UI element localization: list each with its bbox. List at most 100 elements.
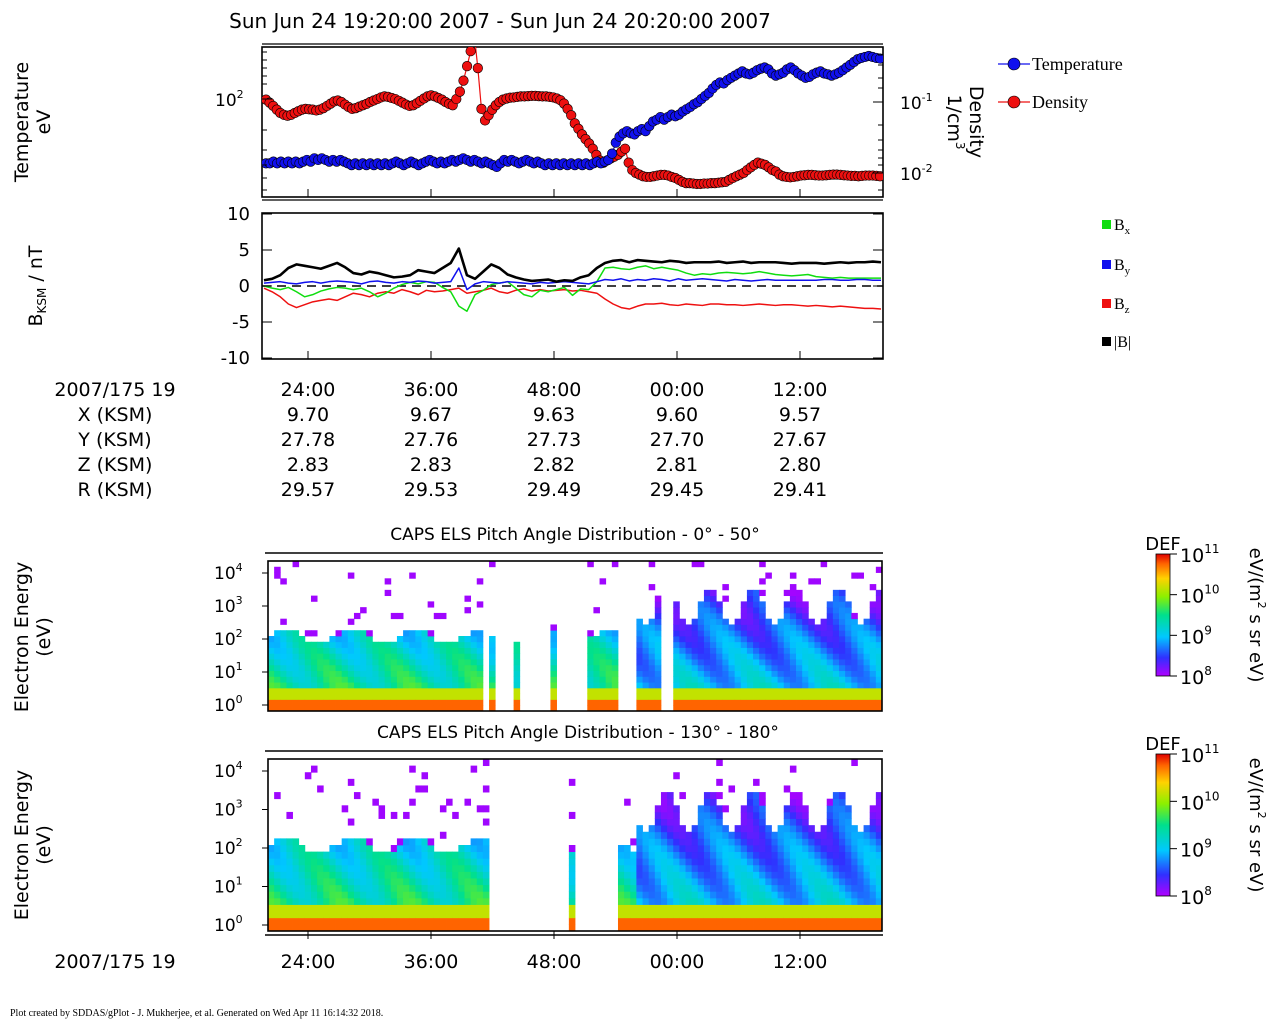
spectrogram-cell: [323, 664, 330, 672]
spectrogram-cell: [845, 664, 852, 672]
spectrogram-cell: [697, 911, 705, 919]
spectrogram-cell: [802, 682, 809, 689]
spectrogram-cell: [802, 607, 809, 614]
spectrogram-cell: [783, 607, 791, 614]
spectrogram-cell: [329, 864, 336, 872]
spectrogram-cell: [863, 624, 871, 631]
spectrogram-cell: [482, 759, 490, 767]
spectrogram-cell: [421, 659, 429, 666]
spectrogram-cell: [869, 676, 877, 683]
spectrogram-cell: [630, 917, 637, 925]
spectrogram-cell: [796, 630, 803, 637]
spectrogram-cell: [771, 693, 779, 700]
spectrogram-cell: [845, 864, 852, 872]
spectrogram-cell: [660, 878, 668, 886]
spectrogram-cell: [728, 785, 736, 793]
spectrogram-cell: [341, 653, 349, 660]
spectrogram-cell: [759, 897, 766, 905]
spectrogram-cell: [304, 858, 312, 866]
spectrogram-cell: [839, 911, 846, 919]
spectrogram-cell: [630, 864, 637, 872]
b-series-x: [263, 265, 881, 312]
spectrogram-cell: [673, 904, 680, 912]
spectrogram-cell: [808, 682, 815, 689]
spectrogram-cell: [372, 917, 379, 925]
spectrogram-cell: [452, 699, 459, 706]
spectrogram-cell: [648, 624, 656, 631]
spectrogram-cell: [839, 595, 846, 602]
spectrogram-cell: [685, 670, 693, 677]
moments-legend: Temperature Density: [998, 54, 1123, 112]
spectrogram-cell: [409, 864, 416, 872]
spectrogram-cell: [347, 904, 355, 912]
spectrogram-cell: [384, 705, 392, 712]
spectrogram-cell: [753, 607, 760, 614]
spectrogram-cell: [783, 864, 791, 872]
spectrogram-cell: [716, 825, 723, 833]
spectrogram-cell: [304, 630, 312, 637]
spectrogram-cell: [839, 618, 846, 625]
spectrogram-cell: [390, 670, 398, 677]
spectrogram-cell: [378, 641, 386, 648]
spectrogram-cell: [452, 864, 459, 872]
density-legend-label: Density: [1032, 92, 1088, 112]
spectrogram-cell: [341, 864, 349, 872]
spectrogram-cell: [624, 798, 631, 806]
spectrogram-cell: [716, 904, 723, 912]
spectrogram-cell: [765, 911, 772, 919]
spectrogram-cell: [703, 687, 711, 695]
spectrogram-cell: [292, 653, 300, 660]
spectrogram-cell: [839, 601, 846, 608]
spectrogram-cell: [826, 917, 834, 925]
temperature-marker: [606, 148, 618, 159]
spectrogram-cell: [703, 878, 711, 886]
spectrogram-cell: [703, 693, 711, 700]
spectrogram-cell: [599, 676, 607, 683]
spectrogram-cell: [617, 864, 625, 872]
spectrogram-cell: [415, 647, 422, 654]
spectrogram-cell: [845, 897, 852, 905]
spectrogram-cell: [360, 682, 367, 689]
spectrogram-cell: [611, 630, 619, 637]
spectrogram-cell: [851, 636, 858, 643]
spectrogram-cell: [482, 904, 490, 912]
spectrogram-cell: [716, 670, 723, 677]
b-legend-swatch: [1102, 220, 1111, 229]
spectrogram-cell: [403, 687, 410, 695]
spectrogram-cell: [390, 891, 398, 899]
spectrogram-cell: [286, 897, 293, 905]
spectrogram-cell: [310, 904, 318, 912]
spectrogram-cell: [396, 917, 404, 925]
spectrogram-cell: [710, 845, 717, 853]
spectrogram-cell: [789, 811, 797, 819]
spectrogram-cell: [439, 670, 447, 677]
spectrogram-cell: [335, 630, 343, 637]
spectrogram-cell: [753, 897, 760, 905]
spectrogram-cell: [703, 682, 711, 689]
spectrogram-cell: [808, 858, 815, 866]
spectrogram-cell: [685, 636, 693, 643]
spectrogram-cell: [378, 659, 386, 666]
spectrogram-cell: [789, 693, 797, 700]
spectrogram-cell: [746, 792, 754, 800]
spectrogram-cell: [691, 664, 699, 672]
spectrogram-cell: [832, 878, 840, 886]
spectrogram-cell: [722, 595, 729, 602]
spectrogram-cell: [353, 687, 361, 695]
spectrogram-cell: [415, 864, 422, 872]
spectrogram-cell: [685, 682, 693, 689]
spectrogram-cell: [421, 924, 429, 932]
spectrogram-cell: [384, 676, 392, 683]
spectrogram-cell: [777, 659, 785, 666]
spectrogram-cell: [390, 878, 398, 886]
spectrogram-cell: [390, 911, 398, 919]
spectrogram-cell: [464, 871, 472, 879]
spectrogram-cell: [728, 647, 736, 654]
spectrogram-cell: [599, 630, 607, 637]
spectrogram-cell: [753, 845, 760, 853]
spectrogram-cell: [716, 805, 723, 813]
spectrogram-cell: [851, 670, 858, 677]
spectrogram-cell: [826, 818, 834, 826]
spectrogram-cell: [808, 884, 815, 892]
spectrogram-cell: [378, 884, 386, 892]
